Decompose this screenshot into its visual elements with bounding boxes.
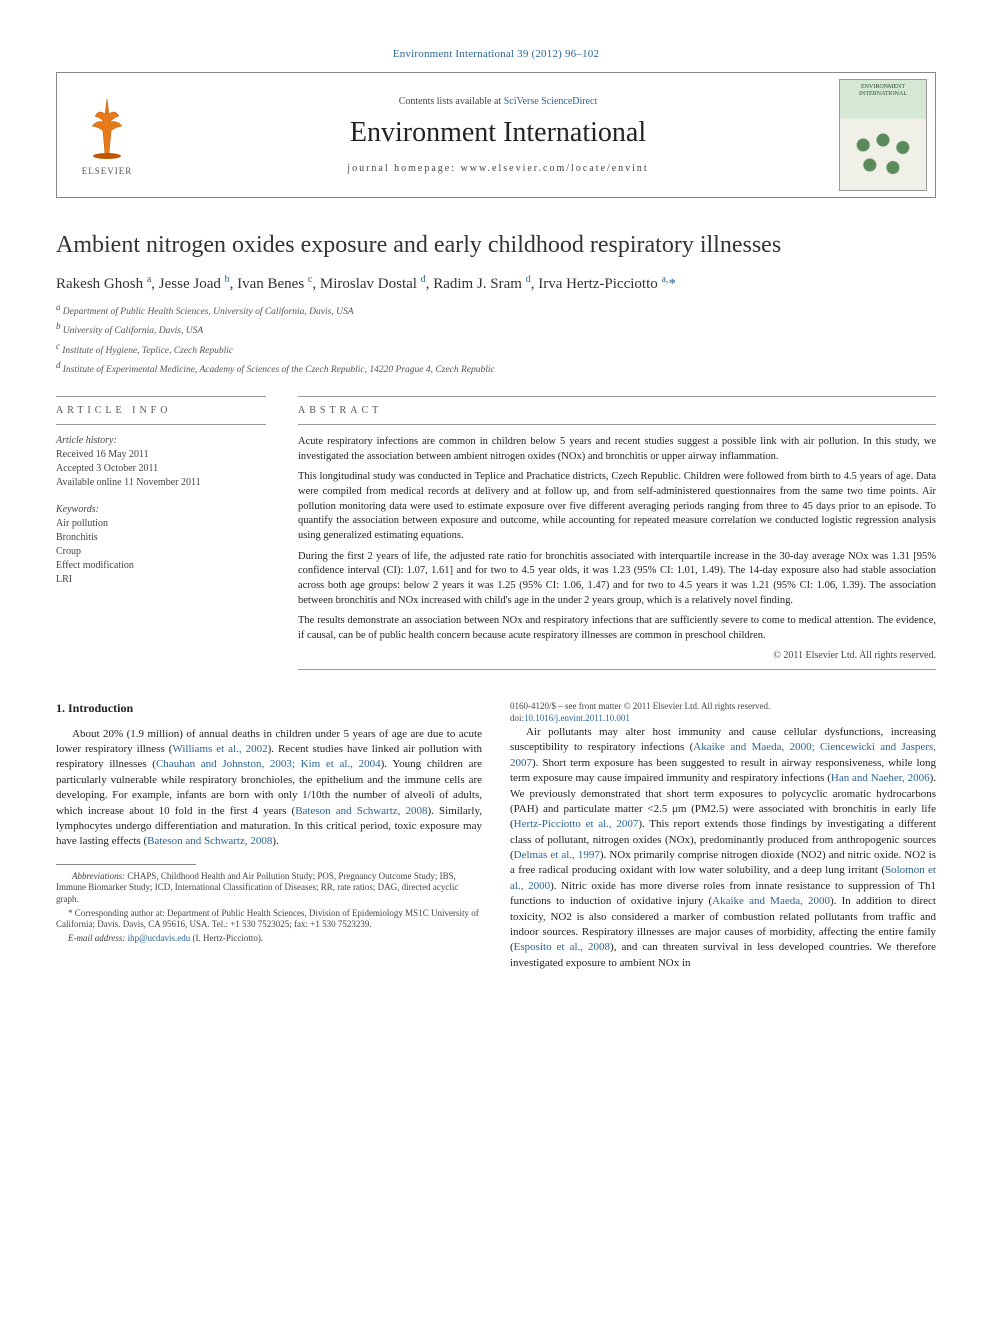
corr-text: Corresponding author at: Department of P… bbox=[56, 908, 479, 930]
elsevier-logo: ELSEVIER bbox=[57, 75, 157, 195]
affiliation-line: d Institute of Experimental Medicine, Ac… bbox=[56, 359, 936, 377]
affiliation-line: b University of California, Davis, USA bbox=[56, 320, 936, 338]
abstract-column: ABSTRACT Acute respiratory infections ar… bbox=[298, 396, 936, 670]
citation-link[interactable]: Bateson and Schwartz, 2008 bbox=[295, 805, 427, 817]
citation-link[interactable]: Delmas et al., 1997 bbox=[514, 849, 600, 861]
doi-link[interactable]: 10.1016/j.envint.2011.10.001 bbox=[524, 713, 630, 723]
authors: Rakesh Ghosh a, Jesse Joad b, Ivan Benes… bbox=[56, 274, 936, 293]
affiliation-line: c Institute of Hygiene, Teplice, Czech R… bbox=[56, 340, 936, 358]
email-link[interactable]: ihp@ucdavis.edu bbox=[128, 933, 191, 943]
journal-name: Environment International bbox=[165, 117, 831, 149]
keyword: Bronchitis bbox=[56, 531, 266, 545]
homepage-line: journal homepage: www.elsevier.com/locat… bbox=[165, 163, 831, 174]
abstract-paragraph: The results demonstrate an association b… bbox=[298, 614, 936, 643]
cover-title: ENVIRONMENT INTERNATIONAL bbox=[844, 84, 922, 97]
keyword: Effect modification bbox=[56, 559, 266, 573]
intro-para-2: Air pollutants may alter host immunity a… bbox=[510, 725, 936, 971]
citation-link[interactable]: Chauhan and Johnston, 2003; Kim et al., … bbox=[156, 758, 381, 770]
text: ). bbox=[272, 835, 278, 847]
homepage-url: www.elsevier.com/locate/envint bbox=[461, 163, 649, 174]
keyword: LRI bbox=[56, 573, 266, 587]
sciencedirect-link[interactable]: SciVerse ScienceDirect bbox=[504, 96, 598, 107]
abbrev-label: Abbreviations: bbox=[72, 871, 125, 881]
keywords-label: Keywords: bbox=[56, 504, 266, 515]
journal-ref-link[interactable]: Environment International 39 (2012) 96–1… bbox=[393, 48, 599, 60]
doi-label: doi: bbox=[510, 713, 524, 723]
history-line: Available online 11 November 2011 bbox=[56, 476, 266, 490]
keyword: Air pollution bbox=[56, 517, 266, 531]
footer-doi: doi:10.1016/j.envint.2011.10.001 bbox=[510, 712, 936, 725]
abstract-label: ABSTRACT bbox=[298, 405, 936, 416]
intro-para-1: About 20% (1.9 million) of annual deaths… bbox=[56, 727, 482, 850]
footnotes: Abbreviations: CHAPS, Childhood Health a… bbox=[56, 871, 482, 945]
citation-link[interactable]: Esposito et al., 2008 bbox=[514, 941, 610, 953]
history-line: Received 16 May 2011 bbox=[56, 448, 266, 462]
contents-prefix: Contents lists available at bbox=[399, 96, 504, 107]
affiliation-line: a Department of Public Health Sciences, … bbox=[56, 301, 936, 319]
abstract-paragraph: Acute respiratory infections are common … bbox=[298, 435, 936, 464]
abstract-paragraph: This longitudinal study was conducted in… bbox=[298, 470, 936, 543]
abstract-body: Acute respiratory infections are common … bbox=[298, 435, 936, 644]
elsevier-tree-icon bbox=[77, 94, 137, 164]
elsevier-label: ELSEVIER bbox=[82, 166, 133, 176]
abstract-copyright: © 2011 Elsevier Ltd. All rights reserved… bbox=[298, 650, 936, 661]
citation-link[interactable]: Williams et al., 2002 bbox=[172, 743, 267, 755]
journal-cover-thumb: ENVIRONMENT INTERNATIONAL bbox=[839, 79, 927, 191]
footnote-corresponding: * Corresponding author at: Department of… bbox=[56, 908, 482, 931]
citation-link[interactable]: Bateson and Schwartz, 2008 bbox=[147, 835, 272, 847]
journal-reference: Environment International 39 (2012) 96–1… bbox=[56, 48, 936, 60]
footer-copyright: 0160-4120/$ – see front matter © 2011 El… bbox=[510, 700, 936, 713]
contents-line: Contents lists available at SciVerse Sci… bbox=[165, 96, 831, 107]
section-heading-intro: 1. Introduction bbox=[56, 700, 482, 717]
footer-block: 0160-4120/$ – see front matter © 2011 El… bbox=[510, 700, 936, 725]
article-title: Ambient nitrogen oxides exposure and ear… bbox=[56, 230, 936, 260]
footnote-abbrev: Abbreviations: CHAPS, Childhood Health a… bbox=[56, 871, 482, 906]
abstract-paragraph: During the first 2 years of life, the ad… bbox=[298, 550, 936, 609]
page: Environment International 39 (2012) 96–1… bbox=[0, 0, 992, 1011]
citation-link[interactable]: Akaike and Maeda, 2000 bbox=[712, 895, 830, 907]
keyword: Croup bbox=[56, 545, 266, 559]
citation-link[interactable]: Hertz-Picciotto et al., 2007 bbox=[514, 818, 639, 830]
footnote-email: E-mail address: ihp@ucdavis.edu (I. Hert… bbox=[56, 933, 482, 945]
header-center: Contents lists available at SciVerse Sci… bbox=[157, 84, 839, 186]
history-line: Accepted 3 October 2011 bbox=[56, 462, 266, 476]
email-who: (I. Hertz-Picciotto). bbox=[190, 933, 263, 943]
affiliations: a Department of Public Health Sciences, … bbox=[56, 301, 936, 378]
email-label: E-mail address: bbox=[68, 933, 128, 943]
article-info-label: ARTICLE INFO bbox=[56, 405, 266, 416]
meta-row: ARTICLE INFO Article history: Received 1… bbox=[56, 396, 936, 670]
citation-link[interactable]: Han and Naeher, 2006 bbox=[831, 772, 930, 784]
article-info-column: ARTICLE INFO Article history: Received 1… bbox=[56, 396, 266, 670]
footnote-separator bbox=[56, 864, 196, 865]
history-label: Article history: bbox=[56, 435, 266, 446]
body-columns: 1. Introduction About 20% (1.9 million) … bbox=[56, 700, 936, 971]
journal-header: ELSEVIER Contents lists available at Sci… bbox=[56, 72, 936, 198]
homepage-prefix: journal homepage: bbox=[347, 163, 460, 174]
